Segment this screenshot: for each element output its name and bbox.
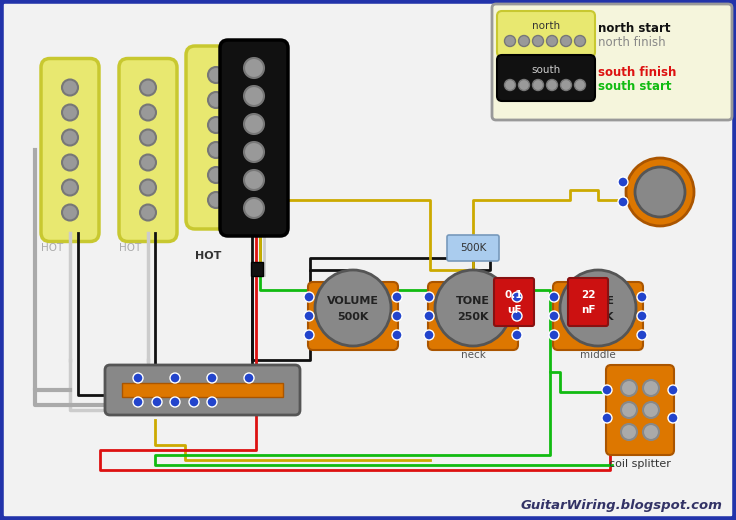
Circle shape xyxy=(152,397,162,407)
Circle shape xyxy=(62,129,78,146)
Circle shape xyxy=(244,170,264,190)
FancyBboxPatch shape xyxy=(41,59,99,241)
Circle shape xyxy=(635,167,685,217)
Circle shape xyxy=(547,80,557,90)
Circle shape xyxy=(208,117,224,133)
Circle shape xyxy=(533,80,543,90)
Circle shape xyxy=(140,105,156,121)
Text: middle: middle xyxy=(580,350,616,360)
Circle shape xyxy=(512,330,522,340)
FancyBboxPatch shape xyxy=(606,365,674,455)
Circle shape xyxy=(637,292,647,302)
Circle shape xyxy=(392,311,402,321)
Circle shape xyxy=(208,92,224,108)
Circle shape xyxy=(643,424,659,440)
Circle shape xyxy=(549,311,559,321)
Circle shape xyxy=(512,292,522,302)
Circle shape xyxy=(392,292,402,302)
Text: HOT: HOT xyxy=(119,243,141,253)
Circle shape xyxy=(621,424,637,440)
Circle shape xyxy=(533,35,543,46)
FancyBboxPatch shape xyxy=(220,40,288,236)
FancyBboxPatch shape xyxy=(492,4,732,120)
Circle shape xyxy=(189,397,199,407)
Text: HOT: HOT xyxy=(41,243,63,253)
Circle shape xyxy=(207,397,217,407)
Circle shape xyxy=(244,58,264,78)
Circle shape xyxy=(140,80,156,96)
Circle shape xyxy=(504,80,515,90)
Text: uF: uF xyxy=(507,305,521,315)
FancyBboxPatch shape xyxy=(568,278,608,326)
Text: GuitarWiring.blogspot.com: GuitarWiring.blogspot.com xyxy=(520,499,722,512)
FancyBboxPatch shape xyxy=(497,11,595,57)
Text: 250K: 250K xyxy=(582,312,614,322)
FancyBboxPatch shape xyxy=(553,282,643,350)
Bar xyxy=(251,262,263,276)
Circle shape xyxy=(518,80,529,90)
FancyBboxPatch shape xyxy=(447,235,499,261)
Circle shape xyxy=(561,80,571,90)
Circle shape xyxy=(244,114,264,134)
Text: nF: nF xyxy=(581,305,595,315)
Circle shape xyxy=(549,330,559,340)
Circle shape xyxy=(621,402,637,418)
Circle shape xyxy=(244,86,264,106)
Circle shape xyxy=(618,177,628,187)
Text: north finish: north finish xyxy=(598,35,665,48)
Circle shape xyxy=(133,397,143,407)
Text: south start: south start xyxy=(598,80,671,93)
Circle shape xyxy=(62,80,78,96)
Text: 0.1: 0.1 xyxy=(505,290,523,300)
Circle shape xyxy=(140,179,156,196)
Circle shape xyxy=(549,292,559,302)
Circle shape xyxy=(575,80,586,90)
FancyBboxPatch shape xyxy=(105,365,300,415)
Circle shape xyxy=(602,413,612,423)
Circle shape xyxy=(208,67,224,83)
Circle shape xyxy=(637,330,647,340)
Circle shape xyxy=(208,192,224,208)
Circle shape xyxy=(560,270,636,346)
Circle shape xyxy=(62,204,78,220)
Circle shape xyxy=(643,402,659,418)
Circle shape xyxy=(575,35,586,46)
FancyBboxPatch shape xyxy=(494,278,534,326)
Circle shape xyxy=(504,35,515,46)
Circle shape xyxy=(304,311,314,321)
FancyBboxPatch shape xyxy=(497,55,595,101)
Circle shape xyxy=(435,270,511,346)
Text: TONE: TONE xyxy=(581,296,615,306)
Circle shape xyxy=(512,311,522,321)
Circle shape xyxy=(561,35,571,46)
Circle shape xyxy=(424,311,434,321)
Circle shape xyxy=(392,330,402,340)
Text: north: north xyxy=(532,21,560,31)
Circle shape xyxy=(170,397,180,407)
Circle shape xyxy=(424,330,434,340)
Circle shape xyxy=(170,373,180,383)
Text: 500K: 500K xyxy=(337,312,369,322)
Text: neck: neck xyxy=(461,350,486,360)
Circle shape xyxy=(424,292,434,302)
Circle shape xyxy=(62,105,78,121)
Text: 500K: 500K xyxy=(460,243,486,253)
Circle shape xyxy=(547,35,557,46)
Circle shape xyxy=(518,35,529,46)
Circle shape xyxy=(618,197,628,207)
Circle shape xyxy=(133,373,143,383)
Circle shape xyxy=(140,204,156,220)
Circle shape xyxy=(208,167,224,183)
Circle shape xyxy=(244,373,254,383)
Text: south: south xyxy=(531,65,561,75)
Circle shape xyxy=(637,311,647,321)
Circle shape xyxy=(668,413,678,423)
FancyBboxPatch shape xyxy=(428,282,518,350)
FancyBboxPatch shape xyxy=(119,59,177,241)
Text: north start: north start xyxy=(598,21,670,34)
Circle shape xyxy=(62,154,78,171)
Text: south finish: south finish xyxy=(598,66,676,79)
FancyBboxPatch shape xyxy=(186,46,246,229)
Circle shape xyxy=(304,292,314,302)
